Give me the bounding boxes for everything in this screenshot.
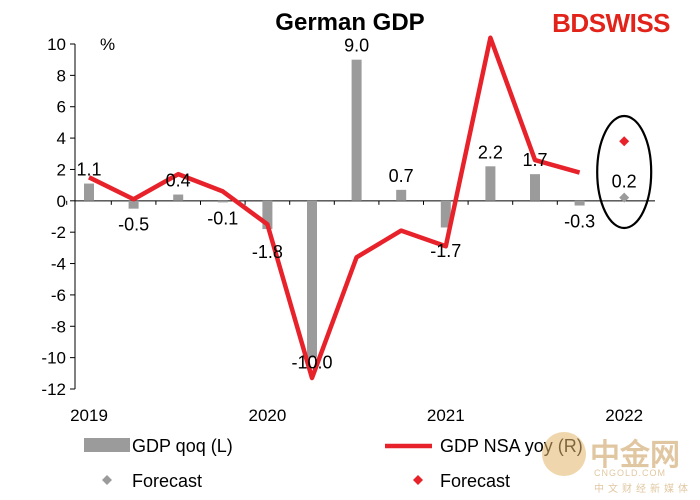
chart-title: German GDP <box>275 9 424 36</box>
legend-red-diamond <box>413 475 423 485</box>
watermark-url: CNGOLD.COM <box>594 468 667 478</box>
y-unit-label: % <box>100 35 115 54</box>
bar-series <box>84 59 585 358</box>
legend-label: GDP qoq (L) <box>132 436 233 456</box>
y-tick-label: -12 <box>41 380 66 399</box>
forecast-highlight-circle <box>596 114 653 230</box>
gdp-qoq-bar <box>262 200 273 230</box>
watermark-subtitle: 中文财经新媒体 <box>594 484 692 495</box>
qoq-data-label: -0.1 <box>207 208 238 228</box>
gdp-qoq-bar <box>128 200 139 209</box>
qoq-data-label: -10.0 <box>291 353 332 373</box>
line-series <box>88 35 581 381</box>
data-labels: 1.1 -0.5 0.4 -0.1 -1.8 -10.0 9.0 0.7 -1.7 2.2 1.7 -… <box>76 36 595 373</box>
forecast-qoq-label: 0.2 <box>612 172 637 192</box>
y-tick-label: 6 <box>57 98 66 117</box>
forecast-qoq-marker <box>619 192 630 203</box>
gdp-qoq-bar <box>173 194 184 201</box>
legend-bar-swatch <box>84 438 130 452</box>
y-tick-label: -8 <box>51 317 66 336</box>
x-year-label: 2019 <box>70 406 108 425</box>
y-tick-label: 10 <box>47 35 66 54</box>
qoq-data-label: -0.3 <box>564 212 595 232</box>
bdswiss-logo: BDSWISS <box>552 8 670 39</box>
y-tick-label: 8 <box>57 66 66 85</box>
qoq-data-label: -1.8 <box>252 242 283 262</box>
qoq-data-label: 0.4 <box>166 171 191 191</box>
y-tick-label: 2 <box>57 160 66 179</box>
gdp-qoq-bar <box>396 189 407 201</box>
y-tick-label: 4 <box>57 129 66 148</box>
gdp-qoq-bar <box>530 174 540 201</box>
watermark-name: 中金网 <box>590 438 680 473</box>
gdp-qoq-bar <box>440 200 451 228</box>
y-tick-label: -10 <box>41 349 66 368</box>
gdp-qoq-bar <box>485 166 496 201</box>
legend-label: Forecast <box>132 471 202 491</box>
gdp-qoq-bar <box>307 200 317 358</box>
x-year-label: 2022 <box>605 406 643 425</box>
gdp-qoq-bar <box>351 59 362 201</box>
forecast-markers: 0.2 <box>596 114 653 230</box>
cngold-logo-icon <box>542 432 586 476</box>
gdp-nsa-yoy-line <box>88 35 581 381</box>
y-tick-label: -2 <box>51 223 66 242</box>
cngold-watermark: 中金网 CNGOLD.COM 中文财经新媒体 <box>542 424 692 495</box>
qoq-data-label: 2.2 <box>478 142 503 162</box>
qoq-data-label: -0.5 <box>118 215 149 235</box>
legend-grey-diamond <box>102 475 112 485</box>
brand-text: BDSWISS <box>552 8 670 38</box>
gdp-qoq-bar <box>574 200 585 206</box>
qoq-data-label: 9.0 <box>344 36 369 56</box>
legend-label: Forecast <box>440 471 510 491</box>
gdp-qoq-bar <box>217 200 228 203</box>
qoq-data-label: -1.7 <box>430 241 461 261</box>
y-tick-label: -6 <box>51 286 66 305</box>
x-year-label: 2021 <box>427 406 465 425</box>
qoq-data-label: 1.7 <box>522 150 547 170</box>
forecast-yoy-marker <box>619 136 630 147</box>
y-tick-label: 0 <box>57 192 66 211</box>
legend: GDP qoq (L) GDP NSA yoy (R)Forecast Foreca… <box>84 436 583 491</box>
qoq-data-label: 1.1 <box>76 160 101 180</box>
y-tick-label: -4 <box>51 255 66 274</box>
gdp-qoq-bar <box>84 183 94 201</box>
x-year-label: 2020 <box>248 406 286 425</box>
qoq-data-label: 0.7 <box>389 166 414 186</box>
